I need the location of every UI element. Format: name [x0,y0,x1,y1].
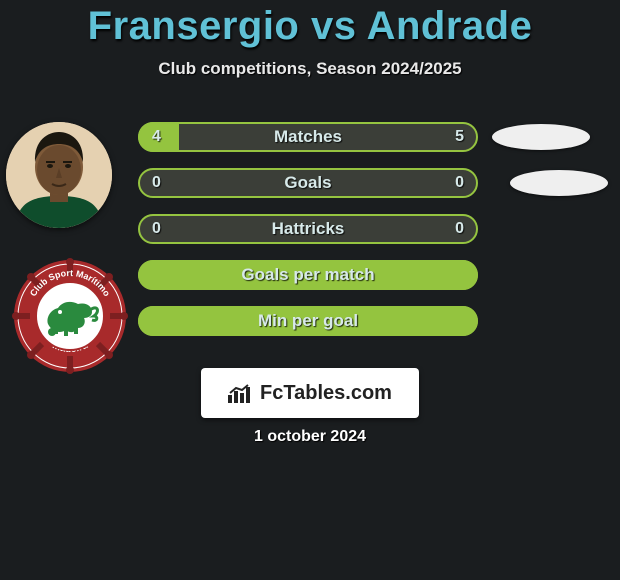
date-label: 1 october 2024 [0,428,620,446]
side-dots [492,122,608,352]
stat-value-right: 0 [455,168,464,198]
club-crest: Club Sport Marítimo Madeira [12,258,128,374]
stats-bars: 4 Matches 5 0 Goals 0 0 Hattricks 0 Goal… [138,122,478,352]
page-subtitle: Club competitions, Season 2024/2025 [0,59,620,79]
stat-row: Goals per match [138,260,478,290]
stat-row: Min per goal [138,306,478,336]
stat-row: 0 Hattricks 0 [138,214,478,244]
stat-row: 4 Matches 5 [138,122,478,152]
stat-value-right: 0 [455,214,464,244]
branding-text: FcTables.com [260,382,392,405]
stat-label: Matches [138,122,478,152]
dot-ellipse [492,124,590,150]
stat-label: Min per goal [138,306,478,336]
dot-row [492,168,608,198]
stat-value-right: 5 [455,122,464,152]
player-avatar [6,122,112,228]
dot-row [492,122,608,152]
dot-ellipse [510,170,608,196]
stat-label: Hattricks [138,214,478,244]
stat-label: Goals [138,168,478,198]
stat-label: Goals per match [138,260,478,290]
chart-icon [228,383,254,403]
branding-box: FcTables.com [201,368,419,418]
stat-row: 0 Goals 0 [138,168,478,198]
page-title: Fransergio vs Andrade [0,0,620,49]
